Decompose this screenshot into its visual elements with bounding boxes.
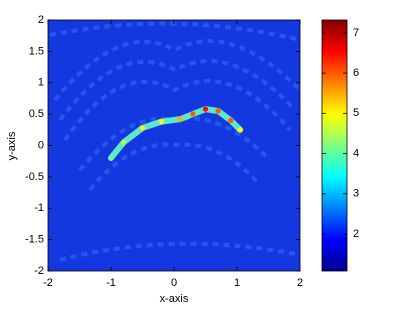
y-tick-label: 0 [38,139,44,151]
ridge-point [202,106,209,112]
y-tick-label: -2 [34,265,44,277]
y-tick-label: 2 [38,14,44,26]
ridge-point [190,111,196,117]
ridge-point [237,127,243,133]
colorbar-tick-label: 4 [353,147,359,159]
y-tick-label: 1.5 [29,45,44,57]
x-tick-label: 2 [297,277,303,289]
colorbar-tick-label: 6 [353,67,359,79]
ridge-point [158,119,164,125]
x-tick-label: -1 [106,277,116,289]
ridge-point [228,117,234,123]
x-tick-label: 0 [171,277,177,289]
colorbar-tick-label: 7 [353,27,359,39]
ridge-point [121,139,127,145]
colorbar-tick-label: 5 [353,107,359,119]
x-tick-label: 1 [234,277,240,289]
x-tick-label: -2 [43,277,53,289]
colorbar-tick-label: 2 [353,228,359,240]
x-axis-label: x-axis [160,293,189,305]
y-axis-label: y-axis [6,131,18,160]
colorbar [321,19,348,272]
y-tick-label: -1.5 [25,234,44,246]
ridge-point [215,108,221,114]
ridge-point [108,155,114,161]
y-tick-label: 0.5 [29,108,44,120]
y-tick-label: 1 [38,77,44,89]
ridge-point [139,125,146,131]
y-tick-label: -0.5 [25,171,44,183]
colorbar-tick-label: 3 [353,188,359,200]
ridge-point [177,116,183,122]
ridge-line [108,106,244,162]
ridge-layer [108,106,244,162]
y-tick-label: -1 [34,202,44,214]
